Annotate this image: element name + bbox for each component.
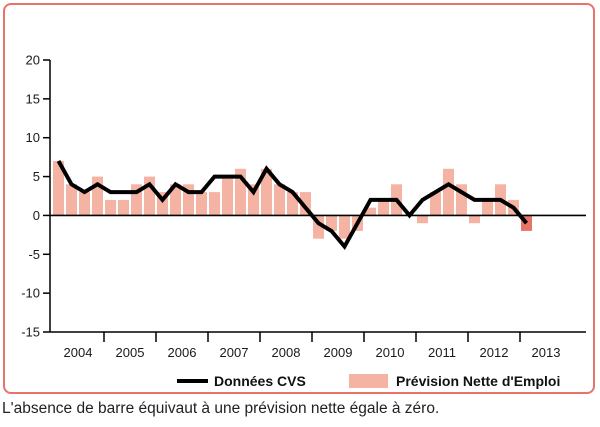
- bar: [417, 215, 428, 224]
- bar: [378, 199, 389, 216]
- bars-layer: [53, 161, 532, 239]
- bar: [430, 192, 441, 216]
- y-tick-label: 5: [33, 169, 40, 184]
- footnote: L'absence de barre équivaut à une prévis…: [2, 400, 440, 417]
- chart-frame: [3, 3, 595, 394]
- bar: [248, 184, 259, 216]
- bar: [196, 192, 207, 216]
- bar: [313, 215, 324, 239]
- y-tick-label: -5: [28, 247, 40, 262]
- bar: [118, 199, 129, 216]
- y-tick-label: 10: [26, 130, 40, 145]
- bar: [339, 215, 350, 239]
- bar: [183, 184, 194, 216]
- y-tick-label: 0: [33, 208, 40, 223]
- x-tick-label: 2008: [272, 345, 301, 360]
- bar: [456, 184, 467, 216]
- bar: [157, 192, 168, 216]
- x-tick-label: 2004: [64, 345, 93, 360]
- x-tick-label: 2006: [168, 345, 197, 360]
- bar: [261, 168, 272, 216]
- x-tick-label: 2012: [480, 345, 509, 360]
- x-tick-label: 2005: [116, 345, 145, 360]
- axes-layer: [43, 59, 586, 342]
- bar: [105, 199, 116, 216]
- bar: [300, 192, 311, 216]
- bar: [274, 184, 285, 216]
- y-tick-label: 20: [26, 53, 40, 68]
- y-axis-labels: 20 15 10 5 0 -5 -10 -15: [21, 53, 40, 340]
- y-tick-label: 15: [26, 91, 40, 106]
- legend-cvs-label: Données CVS: [214, 373, 306, 389]
- bar: [326, 215, 337, 231]
- bar: [131, 184, 142, 216]
- bar: [53, 161, 64, 216]
- bar: [66, 184, 77, 216]
- x-tick-label: 2013: [532, 345, 561, 360]
- bar: [235, 168, 246, 216]
- bar: [92, 176, 103, 216]
- bar: [79, 192, 90, 216]
- bar: [469, 215, 480, 224]
- cvs-line: [56, 160, 529, 251]
- legend: Données CVS Prévision Nette d'Emploi: [177, 373, 560, 389]
- legend-forecast-label: Prévision Nette d'Emploi: [396, 373, 560, 389]
- bar: [365, 207, 376, 216]
- bar: [482, 199, 493, 216]
- legend-forecast-swatch: [349, 374, 388, 388]
- bar: [209, 192, 220, 216]
- x-tick-label: 2009: [324, 345, 353, 360]
- y-tick-label: -15: [21, 325, 40, 340]
- x-tick-label: 2007: [220, 345, 249, 360]
- x-tick-label: 2011: [428, 345, 456, 360]
- bar: [170, 184, 181, 216]
- x-tick-label: 2010: [376, 345, 405, 360]
- bar: [443, 168, 454, 216]
- bar: [144, 176, 155, 216]
- bar: [287, 192, 298, 216]
- bar: [222, 176, 233, 216]
- x-axis-labels: 2004 2005 2006 2007 2008 2009 2010 2011 2012 2013: [64, 345, 561, 360]
- line-layer: [56, 160, 529, 251]
- y-tick-label: -10: [21, 286, 40, 301]
